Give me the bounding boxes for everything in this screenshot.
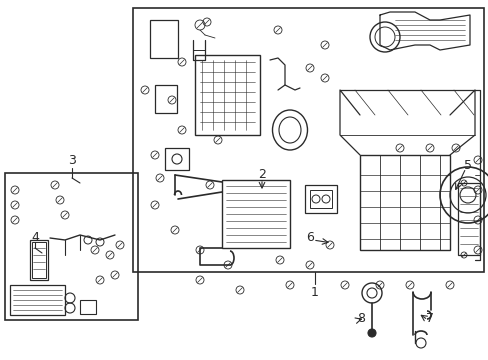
Text: 8: 8 <box>356 312 364 325</box>
Text: 1: 1 <box>310 285 318 298</box>
Text: 2: 2 <box>258 167 265 180</box>
Text: 5: 5 <box>463 158 471 171</box>
Bar <box>133 8 483 272</box>
Text: 6: 6 <box>305 230 313 243</box>
Bar <box>457 183 479 255</box>
Bar <box>195 55 260 135</box>
Bar <box>32 242 46 278</box>
Bar <box>305 185 336 213</box>
Bar <box>5 173 138 320</box>
Bar <box>30 240 48 280</box>
Bar <box>164 148 189 170</box>
Circle shape <box>367 329 375 337</box>
Bar <box>155 85 177 113</box>
Text: 3: 3 <box>68 153 76 166</box>
Bar <box>150 20 178 58</box>
Bar <box>80 300 96 314</box>
Bar <box>309 190 331 208</box>
Text: 4: 4 <box>31 230 39 243</box>
Bar <box>359 155 449 250</box>
Bar <box>10 285 65 315</box>
Text: 7: 7 <box>425 312 433 325</box>
Bar <box>222 180 289 248</box>
